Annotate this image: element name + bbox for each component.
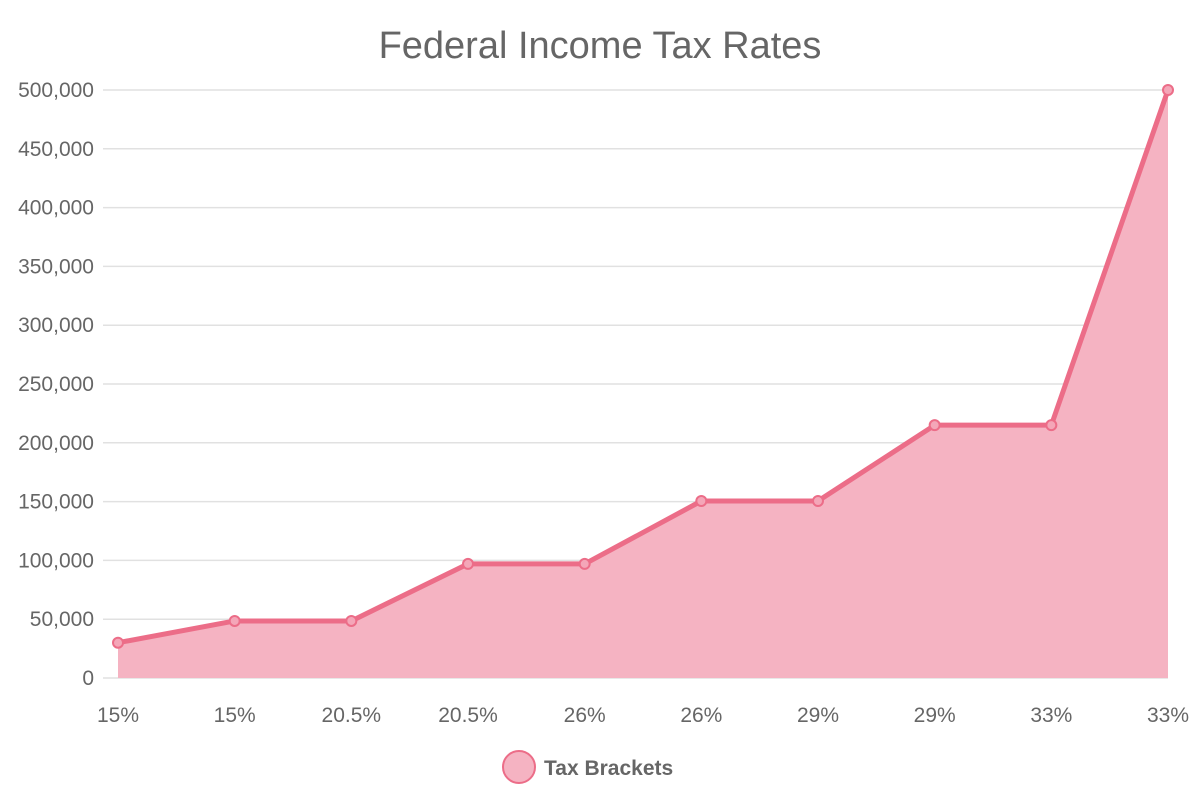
data-point[interactable]: [928, 419, 941, 432]
y-tick-label: 400,000: [18, 197, 94, 220]
y-tick-label: 0: [82, 667, 94, 690]
y-tick-label: 300,000: [18, 314, 94, 337]
x-tick-label: 33%: [1030, 704, 1072, 727]
legend-swatch[interactable]: [502, 750, 536, 784]
y-axis: 0 50,000 100,000 150,000 200,000 250,000 300,0…: [18, 79, 94, 690]
data-point[interactable]: [112, 636, 124, 649]
x-axis: 15% 15% 20.5% 20.5% 26% 26% 29% 29% 33% 33%: [97, 704, 1189, 727]
x-tick-label: 33%: [1147, 704, 1189, 727]
data-points: [112, 84, 1174, 649]
chart-title: Federal Income Tax Rates: [379, 25, 822, 67]
y-tick-label: 350,000: [18, 255, 94, 278]
data-point[interactable]: [695, 495, 708, 508]
data-point[interactable]: [228, 614, 241, 627]
x-tick-label: 15%: [97, 704, 139, 727]
y-tick-label: 150,000: [18, 491, 94, 514]
y-tick-label: 500,000: [18, 79, 94, 102]
data-point[interactable]: [1162, 84, 1174, 96]
x-tick-label: 26%: [564, 704, 606, 727]
area-series: [115, 87, 1171, 678]
data-point[interactable]: [1045, 419, 1058, 432]
x-tick-label: 20.5%: [322, 704, 382, 727]
x-tick-label: 20.5%: [438, 704, 498, 727]
data-point[interactable]: [345, 614, 358, 627]
y-tick-label: 450,000: [18, 138, 94, 161]
y-tick-label: 100,000: [18, 549, 94, 572]
y-tick-label: 200,000: [18, 432, 94, 455]
series-area-fill: [118, 90, 1168, 678]
data-point[interactable]: [578, 557, 591, 570]
legend: Tax Brackets: [502, 750, 673, 784]
data-point[interactable]: [462, 557, 474, 570]
legend-label[interactable]: Tax Brackets: [544, 757, 673, 780]
x-tick-label: 15%: [214, 704, 256, 727]
x-tick-label: 26%: [680, 704, 722, 727]
series-line: [115, 87, 1171, 646]
y-tick-label: 50,000: [30, 608, 94, 631]
x-tick-label: 29%: [797, 704, 839, 727]
data-point[interactable]: [812, 495, 824, 508]
y-tick-label: 250,000: [18, 373, 94, 396]
x-tick-label: 29%: [914, 704, 956, 727]
